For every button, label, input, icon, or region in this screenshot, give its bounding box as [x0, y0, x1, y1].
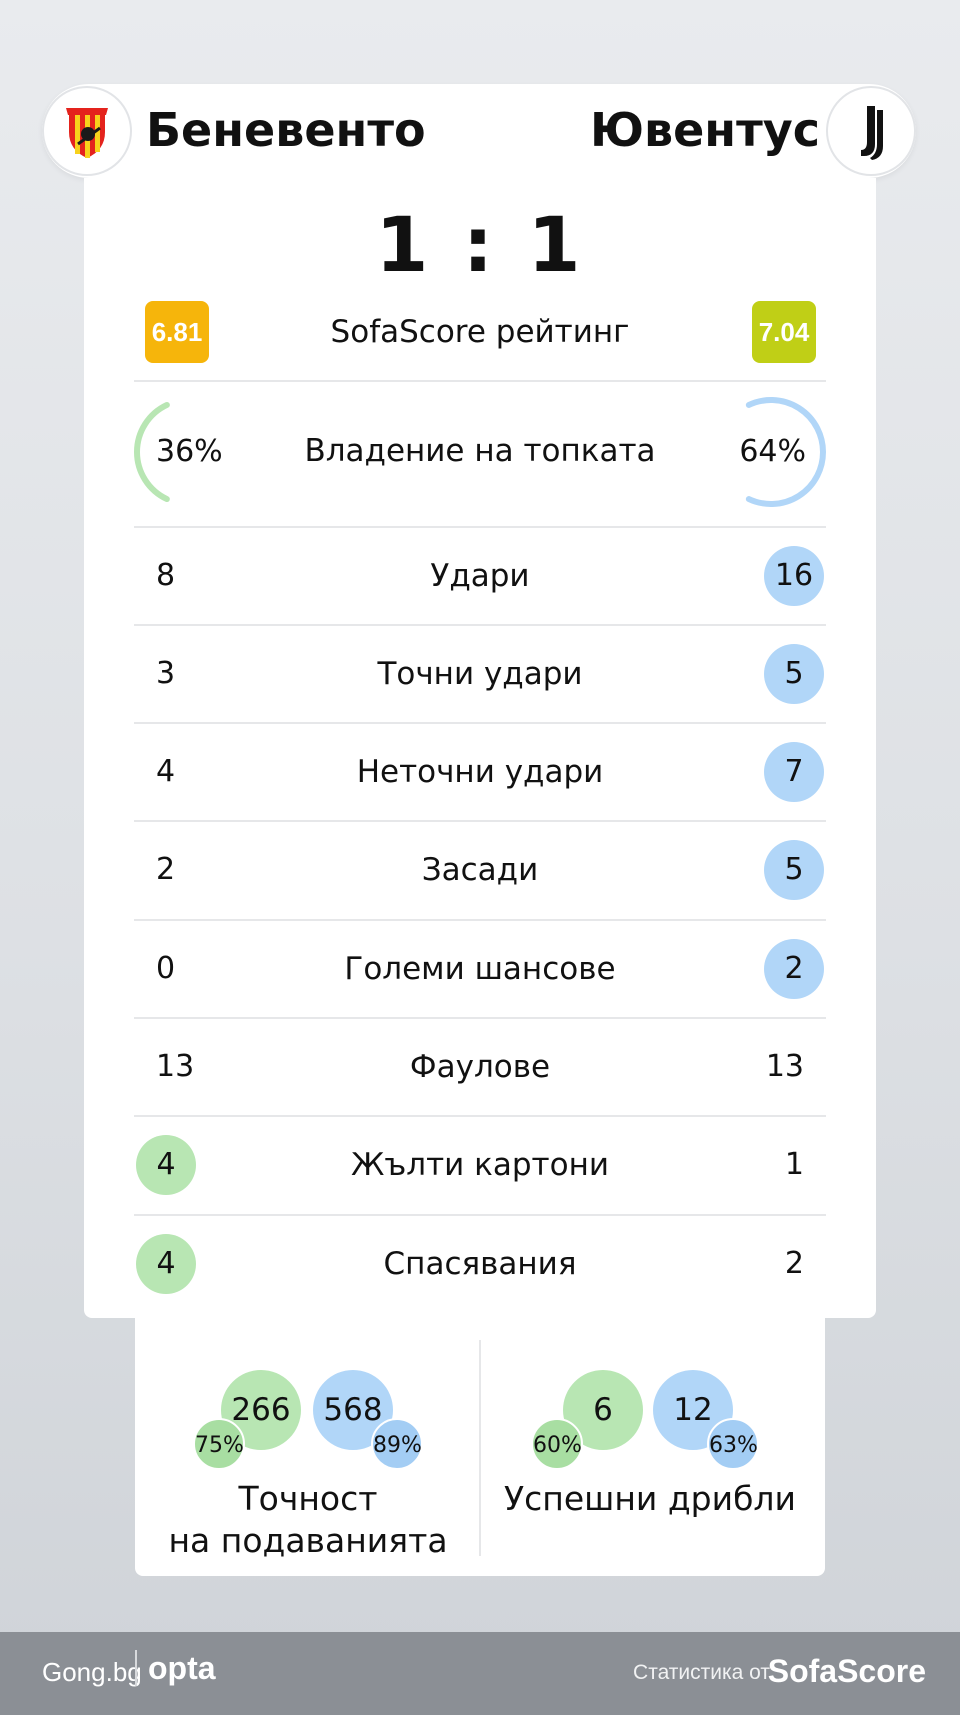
home-stat-value: 13	[156, 1049, 195, 1084]
home-stat-value: 4	[156, 754, 176, 789]
home-rating-badge: 6.81	[145, 301, 209, 363]
match-score: 1 : 1	[375, 200, 585, 289]
divider	[134, 919, 826, 921]
home-possession-value: 36%	[156, 434, 223, 469]
stat-label: Жълти картони	[350, 1147, 609, 1183]
home-stat-value: 4	[136, 1234, 196, 1294]
divider	[134, 820, 826, 822]
away-stat-value: 5	[764, 840, 824, 900]
home-stat-value: 3	[156, 656, 176, 691]
away-dribble-rate-bubble: 63%	[707, 1418, 759, 1470]
away-stat-value: 2	[764, 939, 824, 999]
away-stat-value: 5	[764, 644, 824, 704]
match-header: Беневенто Ювентус	[42, 84, 916, 178]
stat-label: Засади	[421, 852, 539, 888]
stat-row-yellow-cards: 4 Жълти картони 1	[84, 1116, 876, 1214]
stat-label: Спасявания	[383, 1246, 577, 1282]
stat-row-fouls: 13 Фаулове 13	[84, 1018, 876, 1116]
divider	[134, 380, 826, 382]
stat-row-offsides: 2 Засади 5	[84, 821, 876, 919]
home-possession-ring	[134, 401, 170, 503]
away-stat-value: 7	[764, 742, 824, 802]
possession-label: Владение на топката	[304, 433, 656, 469]
opta-logo[interactable]: opta	[148, 1650, 216, 1686]
divider	[134, 722, 826, 724]
passing-label-line1: Точност	[238, 1479, 378, 1518]
stat-label: Фаулове	[409, 1049, 551, 1085]
away-pass-accuracy-bubble: 89%	[371, 1418, 423, 1470]
sofascore-logo[interactable]: SofaScore	[767, 1653, 926, 1689]
away-stat-value: 1	[784, 1147, 804, 1182]
home-team-name[interactable]: Беневенто	[146, 103, 426, 157]
home-pass-accuracy-bubble: 75%	[193, 1418, 245, 1470]
benevento-crest-icon[interactable]	[42, 86, 132, 176]
dribbles-label: Успешни дрибли	[504, 1479, 796, 1518]
home-stat-value: 8	[156, 558, 176, 593]
home-stat-value: 0	[156, 951, 176, 986]
away-stat-value: 16	[764, 546, 824, 606]
divider	[134, 1214, 826, 1216]
divider	[134, 526, 826, 528]
juventus-logo-icon[interactable]	[826, 86, 916, 176]
passing-label-line2: на подаванията	[168, 1521, 448, 1560]
home-possession-arc	[134, 401, 170, 503]
passing-accuracy-label: Точност на подаванията	[155, 1478, 461, 1562]
divider	[134, 1115, 826, 1117]
footer: Gong.bg opta Статистика от SofaScore	[0, 1632, 960, 1715]
stat-row-big-chances: 0 Големи шансове 2	[84, 920, 876, 1018]
stat-row-shots-on-target: 3 Точни удари 5	[84, 625, 876, 723]
home-dribble-rate-bubble: 60%	[531, 1418, 583, 1470]
home-stat-value: 2	[156, 852, 176, 887]
bottom-stats-card: 266 75% 568 89% Точност на подаванията 6…	[135, 1318, 825, 1576]
stat-label: Точни удари	[377, 656, 583, 692]
away-possession-arc	[745, 397, 826, 507]
home-stat-value: 4	[136, 1135, 196, 1195]
away-rating-badge: 7.04	[752, 301, 816, 363]
away-possession-value: 64%	[739, 434, 806, 469]
stats-card: 1 : 1 6.81 SofaScore рейтинг 7.04 36% Вл…	[84, 178, 876, 1318]
rating-label: SofaScore рейтинг	[330, 314, 630, 350]
stats-by-label: Статистика от	[633, 1661, 770, 1684]
away-possession-ring	[745, 397, 826, 507]
stat-label: Големи шансове	[344, 951, 616, 987]
stat-row-saves: 4 Спасявания 2	[84, 1215, 876, 1313]
divider	[135, 1650, 137, 1686]
divider	[134, 624, 826, 626]
stat-row-shots-off-target: 4 Неточни удари 7	[84, 723, 876, 821]
stat-label: Удари	[430, 558, 530, 594]
away-stat-value: 13	[765, 1049, 804, 1084]
away-team-name[interactable]: Ювентус	[590, 103, 820, 157]
stat-label: Неточни удари	[356, 754, 604, 790]
divider	[479, 1340, 481, 1556]
away-stat-value: 2	[784, 1246, 804, 1281]
divider	[134, 1017, 826, 1019]
stat-row-shots: 8 Удари 16	[84, 527, 876, 625]
gong-logo[interactable]: Gong.bg	[42, 1657, 142, 1687]
